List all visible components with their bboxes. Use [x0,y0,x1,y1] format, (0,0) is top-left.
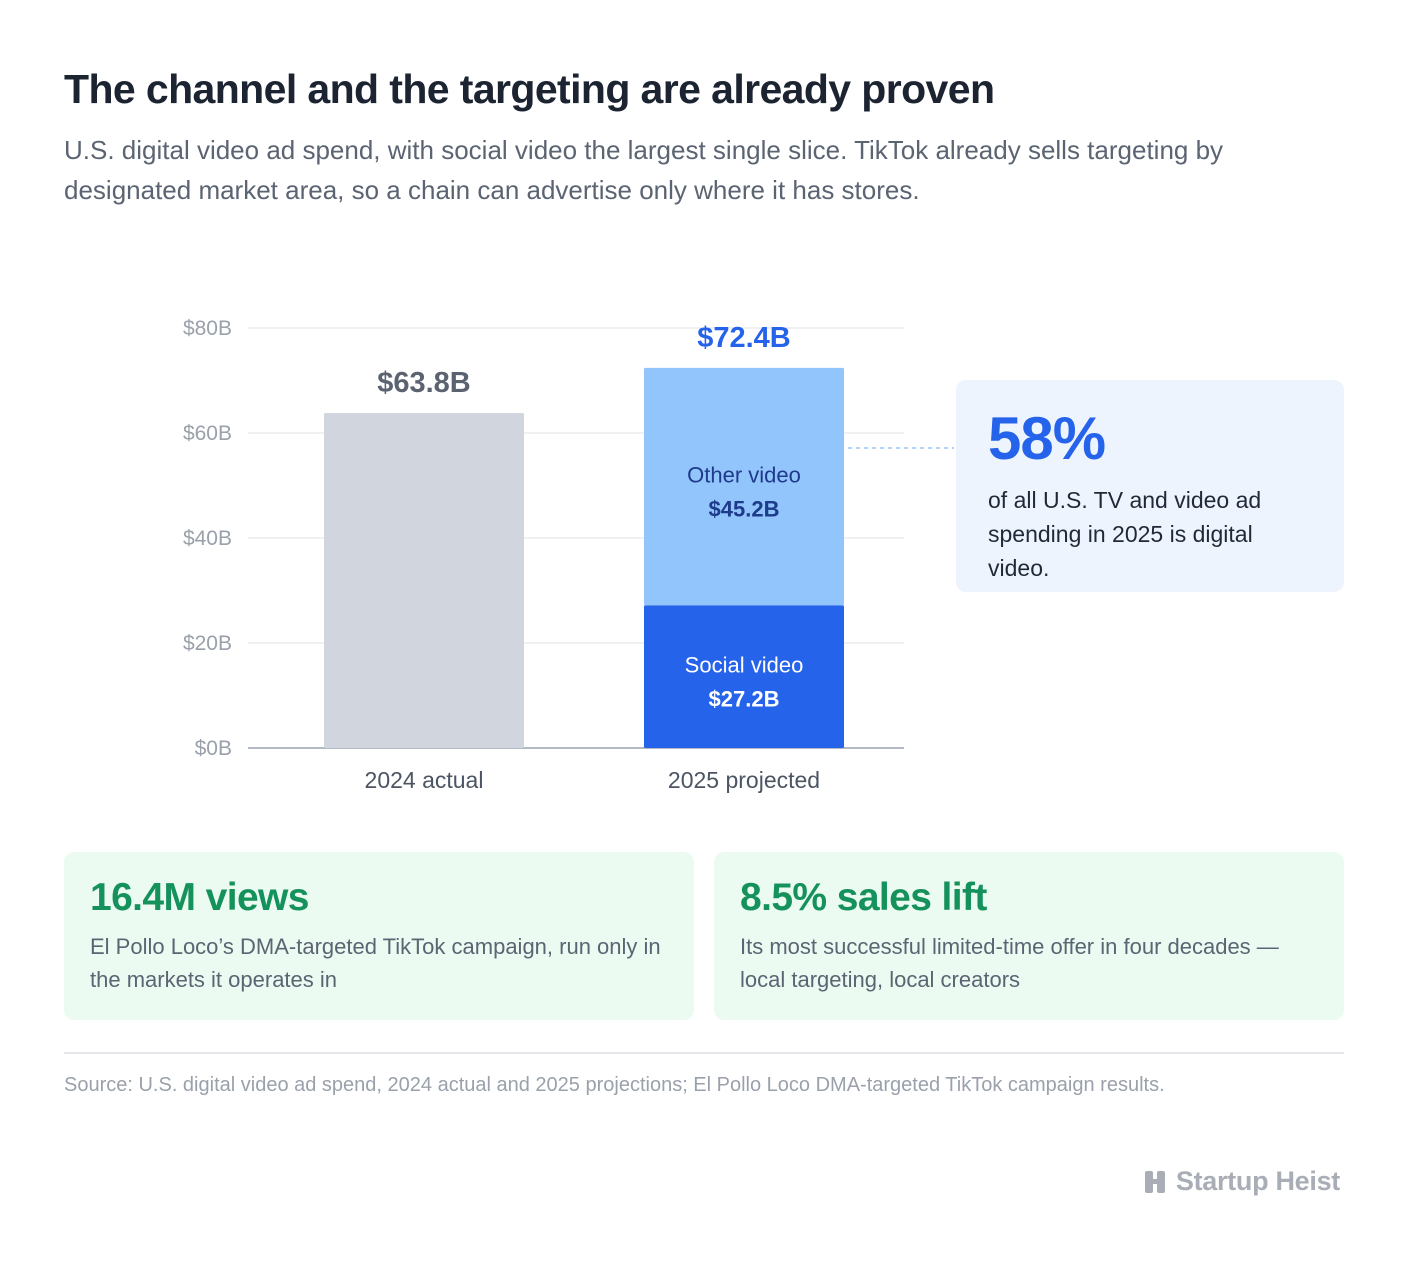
segment-value-label: $27.2B [709,687,780,712]
sales-lift-text: Its most successful limited-time offer i… [740,934,1279,992]
views-stat-card: 16.4M views El Pollo Loco’s DMA-targeted… [64,852,694,1020]
digital-share-callout: 58% of all U.S. TV and video ad spending… [956,380,1344,592]
bar-total-label: $72.4B [697,322,791,354]
sales-lift-stat-card: 8.5% sales lift Its most successful limi… [714,852,1344,1020]
x-category-label: 2025 projected [668,767,820,793]
brand-name: Startup Heist [1175,1166,1340,1196]
ad-spend-bar-chart: $0B $20B $40B $60B $80B $63.8B 2024 actual Soci… [183,317,954,793]
segment-value-label: $45.2B [709,497,780,522]
segment-name-label: Other video [687,463,801,488]
segment-name-label: Social video [685,653,804,678]
bar-segment [644,367,844,606]
bar-segment [644,605,844,748]
sales-lift-headline: 8.5% sales lift [740,876,987,919]
y-tick-label: $0B [195,737,232,760]
bar-total-label: $63.8B [377,367,471,399]
bar-segment [324,413,524,748]
y-tick-label: $60B [183,422,232,445]
views-stat-text: El Pollo Loco’s DMA-targeted TikTok camp… [90,934,661,992]
callout-percentage: 58% [988,405,1106,472]
page-subtitle: U.S. digital video ad spend, with social… [64,135,1224,205]
y-tick-label: $40B [183,527,232,550]
x-category-label: 2024 actual [365,767,484,793]
source-note: Source: U.S. digital video ad spend, 202… [64,1074,1165,1096]
brand-logo-icon [1144,1170,1165,1193]
y-tick-label: $80B [183,317,232,340]
brand: Startup Heist [1142,1166,1340,1197]
callout-text: of all U.S. TV and video ad spending in … [988,487,1262,581]
page-title: The channel and the targeting are alread… [64,66,995,112]
y-tick-label: $20B [183,632,232,655]
views-stat-headline: 16.4M views [90,876,309,919]
footer-divider [64,1052,1344,1054]
